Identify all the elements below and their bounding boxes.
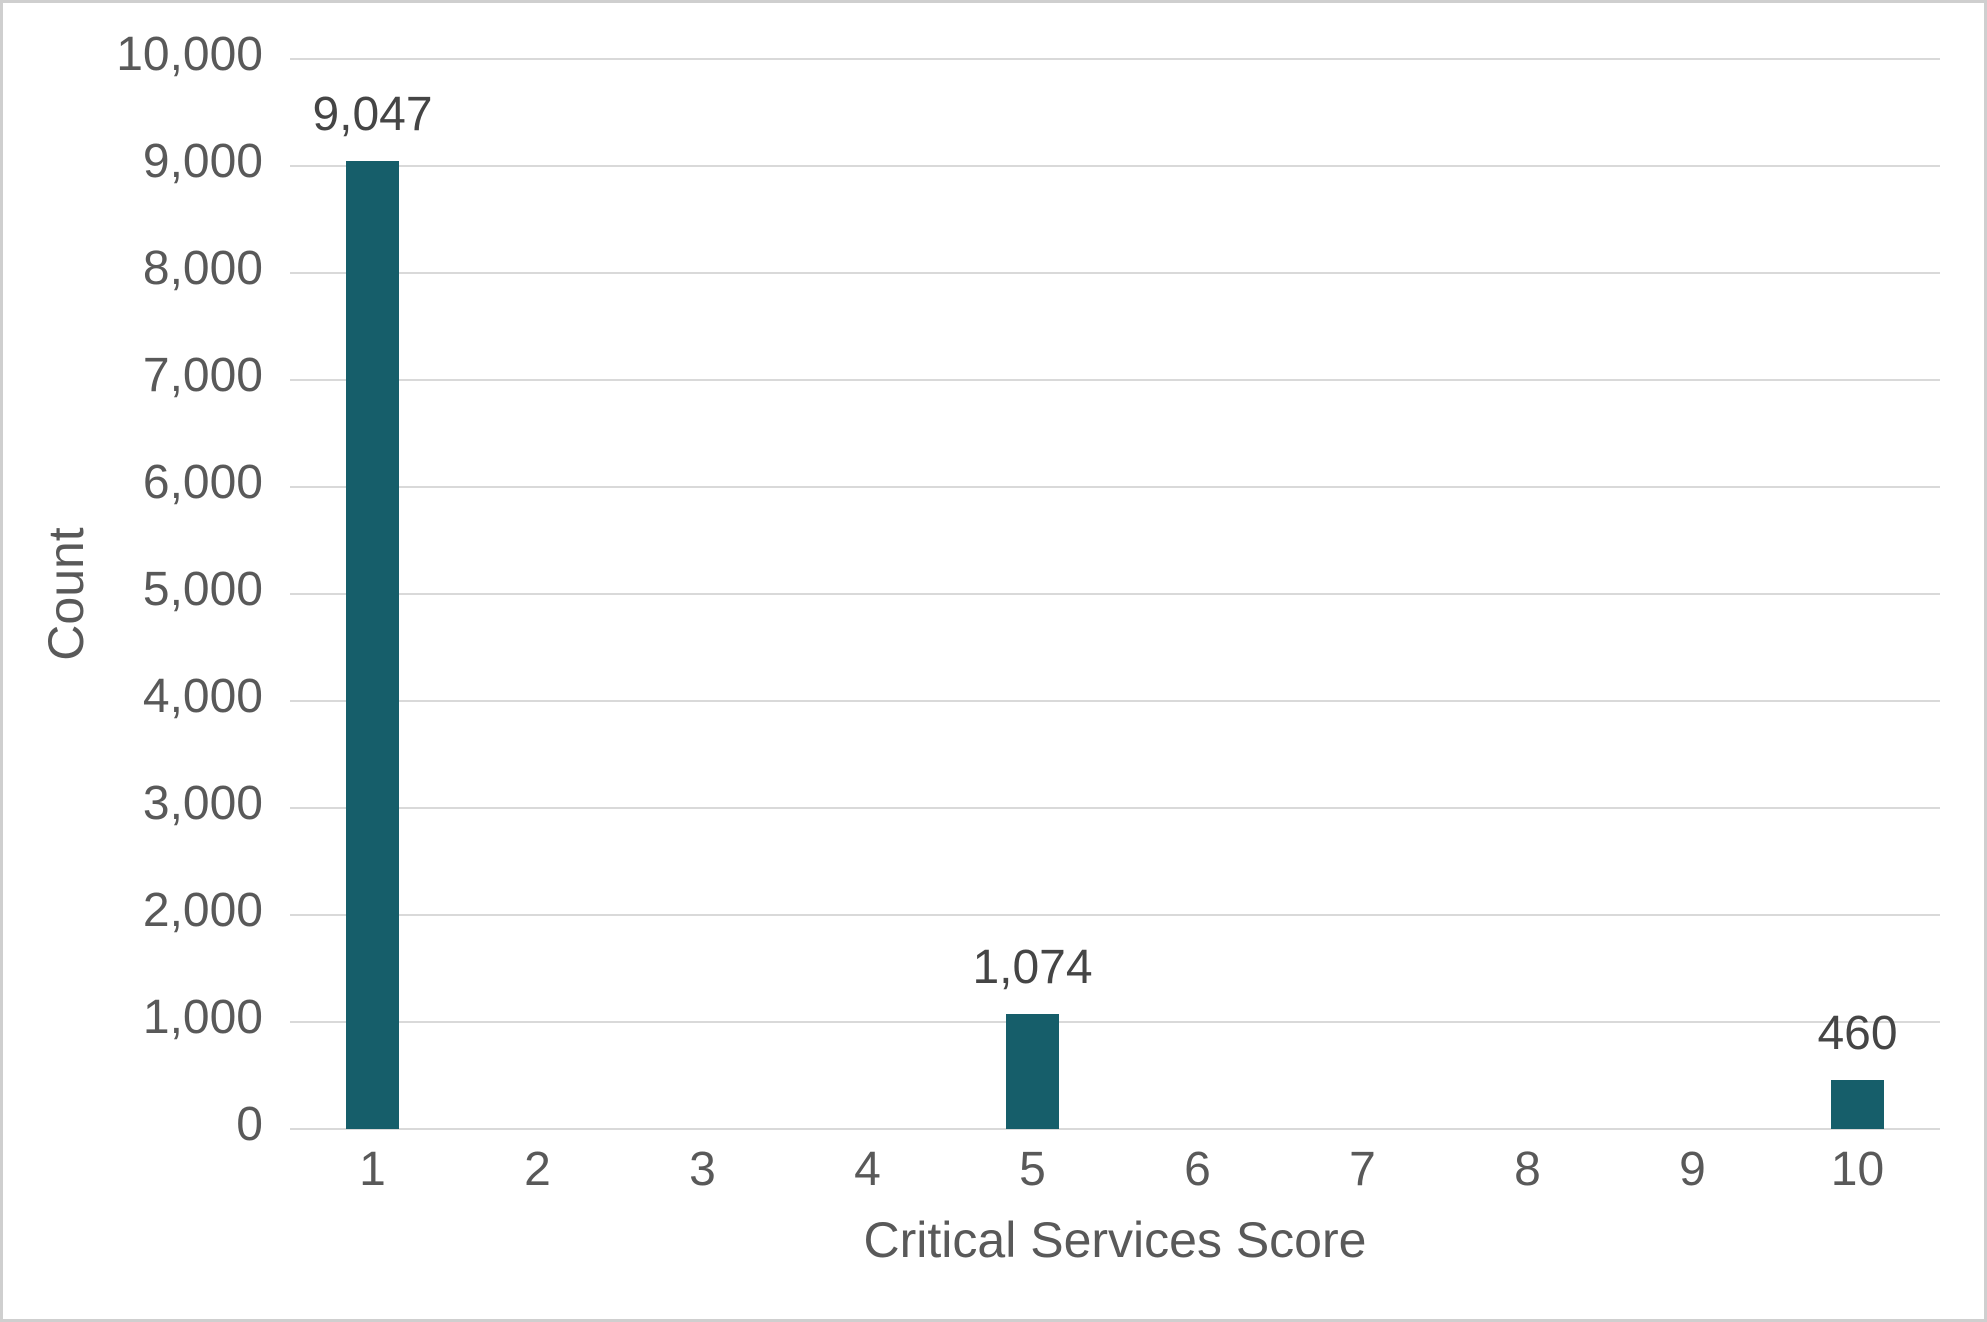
x-tick-label: 9 [1679, 1143, 1706, 1196]
gridline [290, 272, 1940, 274]
y-tick-label: 5,000 [142, 563, 263, 616]
bar [1006, 1014, 1059, 1129]
y-tick-label: 4,000 [142, 670, 263, 723]
gridline [290, 1128, 1940, 1130]
bar-value-label: 1,074 [972, 941, 1093, 995]
gridline [290, 58, 1940, 60]
x-tick-label: 8 [1514, 1143, 1541, 1196]
gridline [290, 165, 1940, 167]
y-tick-label: 10,000 [116, 28, 263, 81]
x-tick-label: 4 [854, 1143, 881, 1196]
x-tick-label: 7 [1349, 1143, 1376, 1196]
x-tick-label: 10 [1830, 1143, 1885, 1196]
y-tick-label: 8,000 [142, 242, 263, 295]
bar [1831, 1079, 1884, 1129]
x-tick-label: 6 [1184, 1143, 1211, 1196]
gridline [290, 807, 1940, 809]
y-tick-label: 1,000 [142, 991, 263, 1044]
bar-value-label: 460 [1817, 1006, 1898, 1060]
gridline [290, 1021, 1940, 1023]
y-tick-label: 3,000 [142, 777, 263, 830]
y-tick-label: 6,000 [142, 456, 263, 509]
y-tick-label: 9,000 [142, 135, 263, 188]
gridline [290, 700, 1940, 702]
bar-value-label: 9,047 [312, 87, 433, 141]
y-tick-label: 0 [236, 1098, 263, 1151]
x-tick-label: 2 [524, 1143, 551, 1196]
gridline [290, 914, 1940, 916]
gridline [290, 486, 1940, 488]
x-tick-label: 1 [359, 1143, 386, 1196]
gridline [290, 593, 1940, 595]
x-tick-label: 5 [1019, 1143, 1046, 1196]
x-axis-title: Critical Services Score [863, 1212, 1367, 1268]
y-tick-label: 2,000 [142, 884, 263, 937]
gridline [290, 379, 1940, 381]
y-tick-label: 7,000 [142, 349, 263, 402]
x-tick-label: 3 [689, 1143, 716, 1196]
bar [346, 160, 399, 1129]
